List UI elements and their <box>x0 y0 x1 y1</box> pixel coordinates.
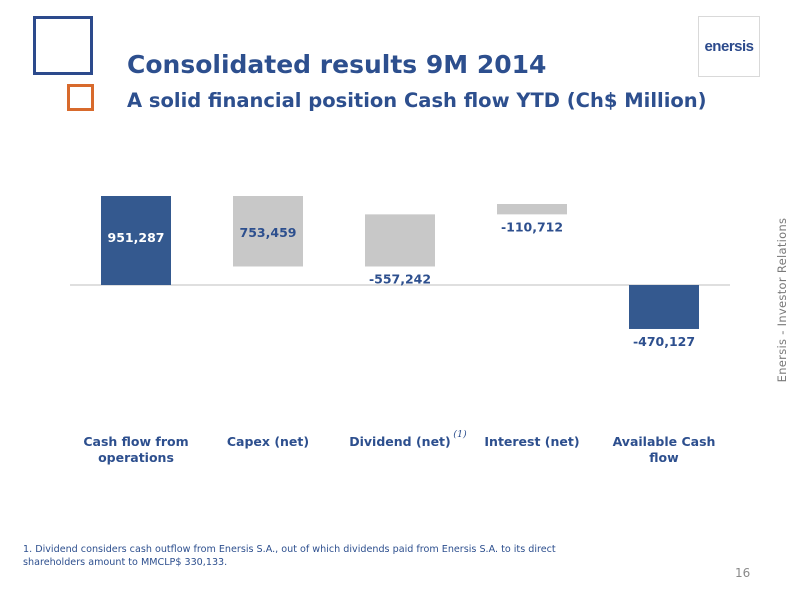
decorative-square-blue <box>33 16 93 75</box>
decorative-square-orange <box>67 84 94 111</box>
category-label-1-line-2: operations <box>98 450 174 465</box>
footnote: 1. Dividend considers cash outflow from … <box>23 544 556 568</box>
bar-5 <box>629 285 699 329</box>
category-label-4: Interest (net) <box>484 434 579 449</box>
bar-1 <box>101 196 171 285</box>
bar-3 <box>365 214 435 267</box>
page-number: 16 <box>735 566 751 580</box>
category-label-2: Capex (net) <box>227 434 309 449</box>
slide-title: Consolidated results 9M 2014 <box>127 50 547 79</box>
category-label-5-line-2: flow <box>649 450 679 465</box>
category-label-1-line-1: Cash flow from <box>83 434 188 449</box>
category-label-3: Dividend (net) <box>349 434 451 449</box>
data-label-4: -110,712 <box>501 219 563 234</box>
data-label-3: -557,242 <box>369 271 431 286</box>
bar-4 <box>497 203 567 215</box>
data-label-2: 753,459 <box>240 225 297 240</box>
enersis-logo: enersis <box>698 16 760 77</box>
cash-flow-waterfall-chart: 951,287 753,459 -557,242 -110,712 -470,127 Ca… <box>70 196 730 465</box>
category-label-5-line-1: Available Cash <box>613 434 716 449</box>
logo-text: enersis <box>704 38 754 55</box>
footnote-marker: (1) <box>453 429 467 440</box>
slide-subtitle: A solid financial position Cash flow YTD… <box>127 89 707 112</box>
data-label-5: -470,127 <box>633 334 695 349</box>
data-label-1: 951,287 <box>108 230 165 245</box>
bar-2 <box>233 196 303 267</box>
